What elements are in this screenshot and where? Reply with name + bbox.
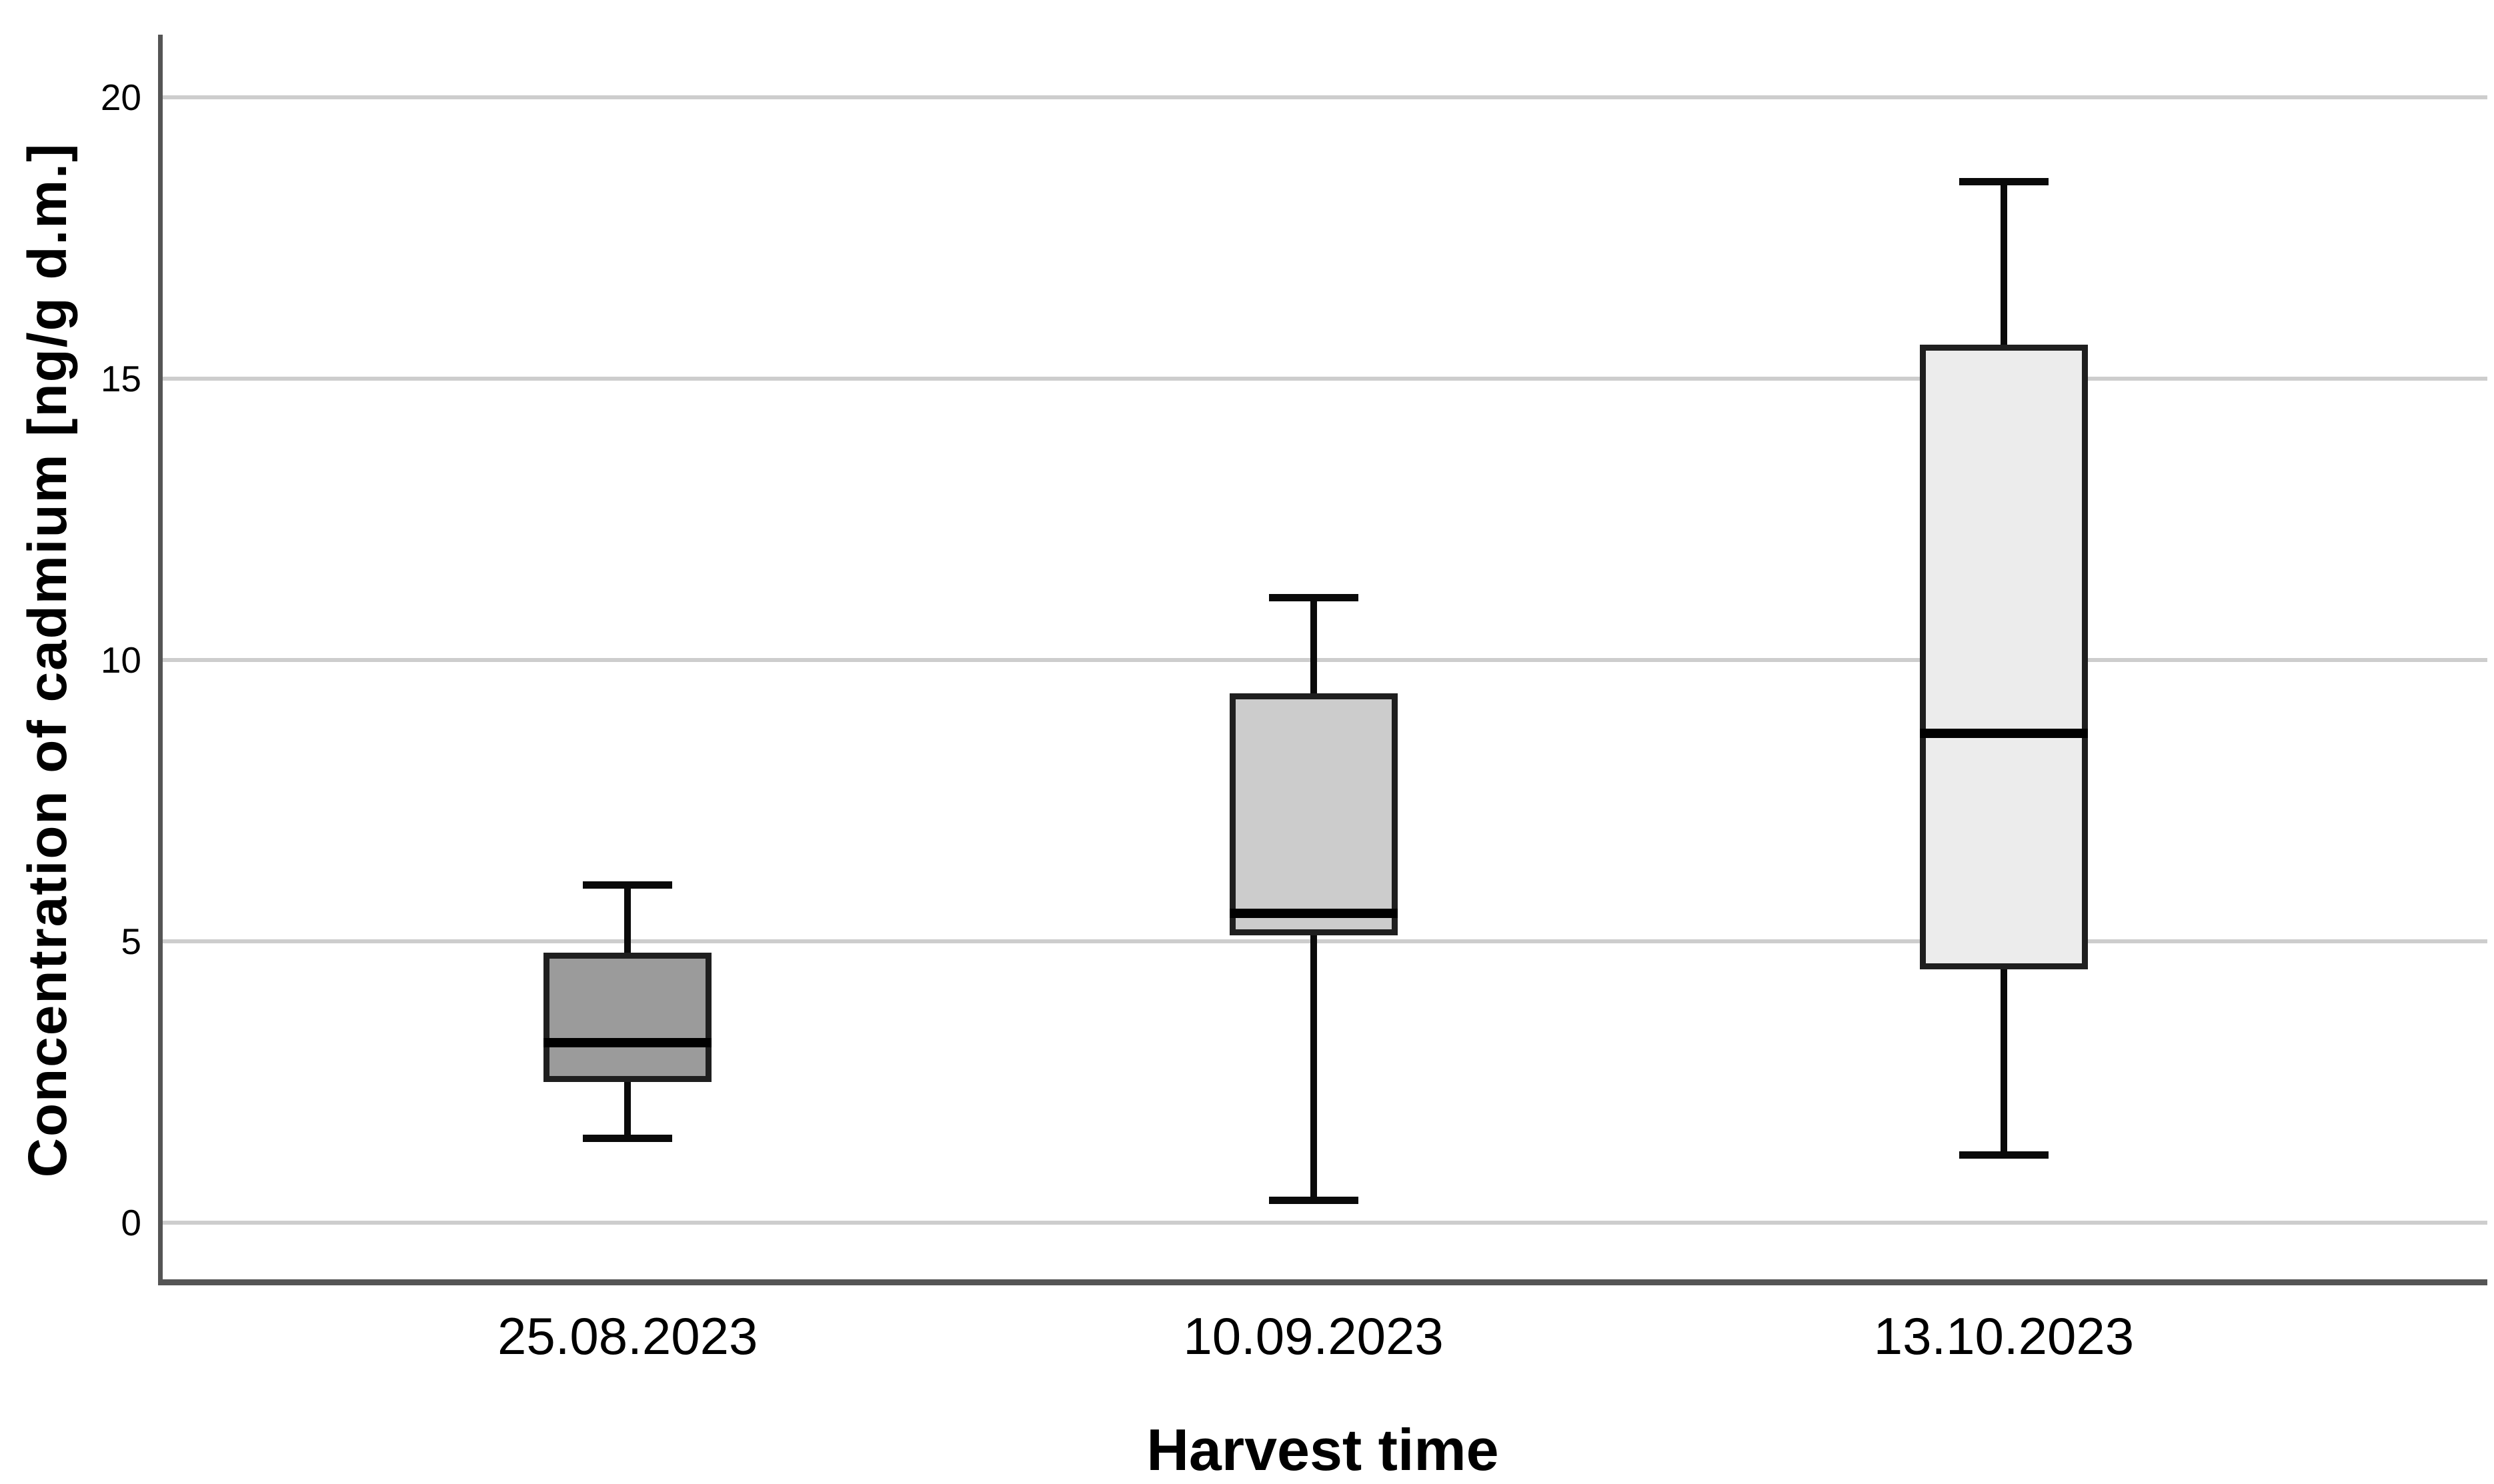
y-tick-label: 20 [100, 76, 141, 118]
box-group [163, 35, 2487, 1279]
whisker-upper [1310, 597, 1317, 694]
whisker-cap-upper [583, 881, 673, 889]
median-line [1229, 908, 1398, 918]
y-tick-label: 15 [100, 357, 141, 399]
gridline [163, 95, 2487, 99]
y-tick-label: 5 [121, 920, 141, 962]
box-group [163, 35, 2487, 1279]
whisker-cap-lower [1959, 1151, 2049, 1159]
box [1229, 693, 1398, 936]
whisker-cap-upper [1959, 177, 2049, 185]
x-axis-title: Harvest time [1146, 1417, 1499, 1483]
category-label: 25.08.2023 [497, 1307, 758, 1365]
median-line [1919, 728, 2088, 738]
median-line [543, 1037, 712, 1047]
whisker-upper [2000, 181, 2007, 345]
y-tick-label: 10 [100, 639, 141, 681]
whisker-lower [1310, 935, 1317, 1201]
whisker-lower [2000, 969, 2007, 1155]
box [543, 952, 712, 1082]
box [1919, 345, 2088, 970]
box-group [163, 35, 2487, 1279]
gridline [163, 376, 2487, 381]
whisker-cap-lower [583, 1134, 673, 1142]
whisker-cap-upper [1268, 594, 1358, 602]
gridline [163, 939, 2487, 943]
gridline [163, 657, 2487, 662]
category-label: 10.09.2023 [1183, 1307, 1444, 1365]
whisker-cap-lower [1268, 1196, 1358, 1204]
gridline [163, 1221, 2487, 1225]
plot-area [158, 35, 2487, 1285]
y-tick-label: 0 [121, 1202, 141, 1243]
whisker-upper [624, 885, 632, 953]
category-label: 13.10.2023 [1873, 1307, 2135, 1365]
whisker-lower [624, 1081, 632, 1139]
